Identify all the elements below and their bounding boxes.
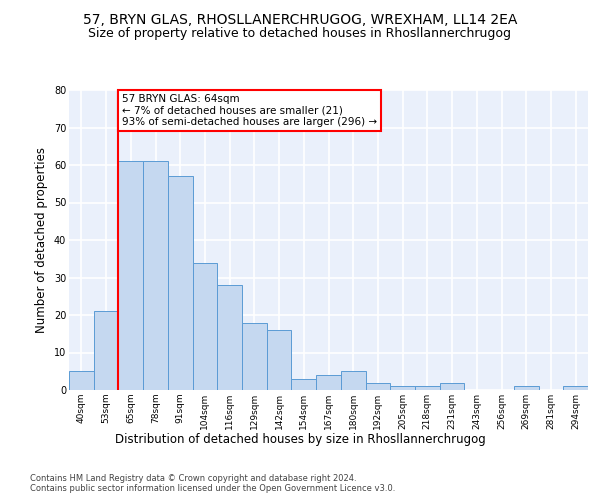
Text: 57 BRYN GLAS: 64sqm
← 7% of detached houses are smaller (21)
93% of semi-detache: 57 BRYN GLAS: 64sqm ← 7% of detached hou… (122, 94, 377, 127)
Text: Distribution of detached houses by size in Rhosllannerchrugog: Distribution of detached houses by size … (115, 432, 485, 446)
Bar (341, 371, 365, 390)
Bar (69, 371, 94, 390)
Text: Contains public sector information licensed under the Open Government Licence v3: Contains public sector information licen… (30, 484, 395, 493)
Bar (118, 161, 143, 390)
Bar (94, 311, 118, 390)
Bar (440, 382, 464, 390)
Bar (168, 176, 193, 390)
Text: Size of property relative to detached houses in Rhosllannerchrugog: Size of property relative to detached ho… (89, 28, 511, 40)
Bar (143, 161, 168, 390)
Bar (390, 386, 415, 390)
Y-axis label: Number of detached properties: Number of detached properties (35, 147, 48, 333)
Bar (365, 382, 390, 390)
Bar (292, 379, 316, 390)
Bar (267, 330, 292, 390)
Text: 57, BRYN GLAS, RHOSLLANERCHRUGOG, WREXHAM, LL14 2EA: 57, BRYN GLAS, RHOSLLANERCHRUGOG, WREXHA… (83, 12, 517, 26)
Bar (193, 262, 217, 390)
Bar (242, 322, 267, 390)
Text: Contains HM Land Registry data © Crown copyright and database right 2024.: Contains HM Land Registry data © Crown c… (30, 474, 356, 483)
Bar (415, 386, 440, 390)
Bar (217, 285, 242, 390)
Bar (563, 386, 588, 390)
Bar (514, 386, 539, 390)
Bar (316, 375, 341, 390)
